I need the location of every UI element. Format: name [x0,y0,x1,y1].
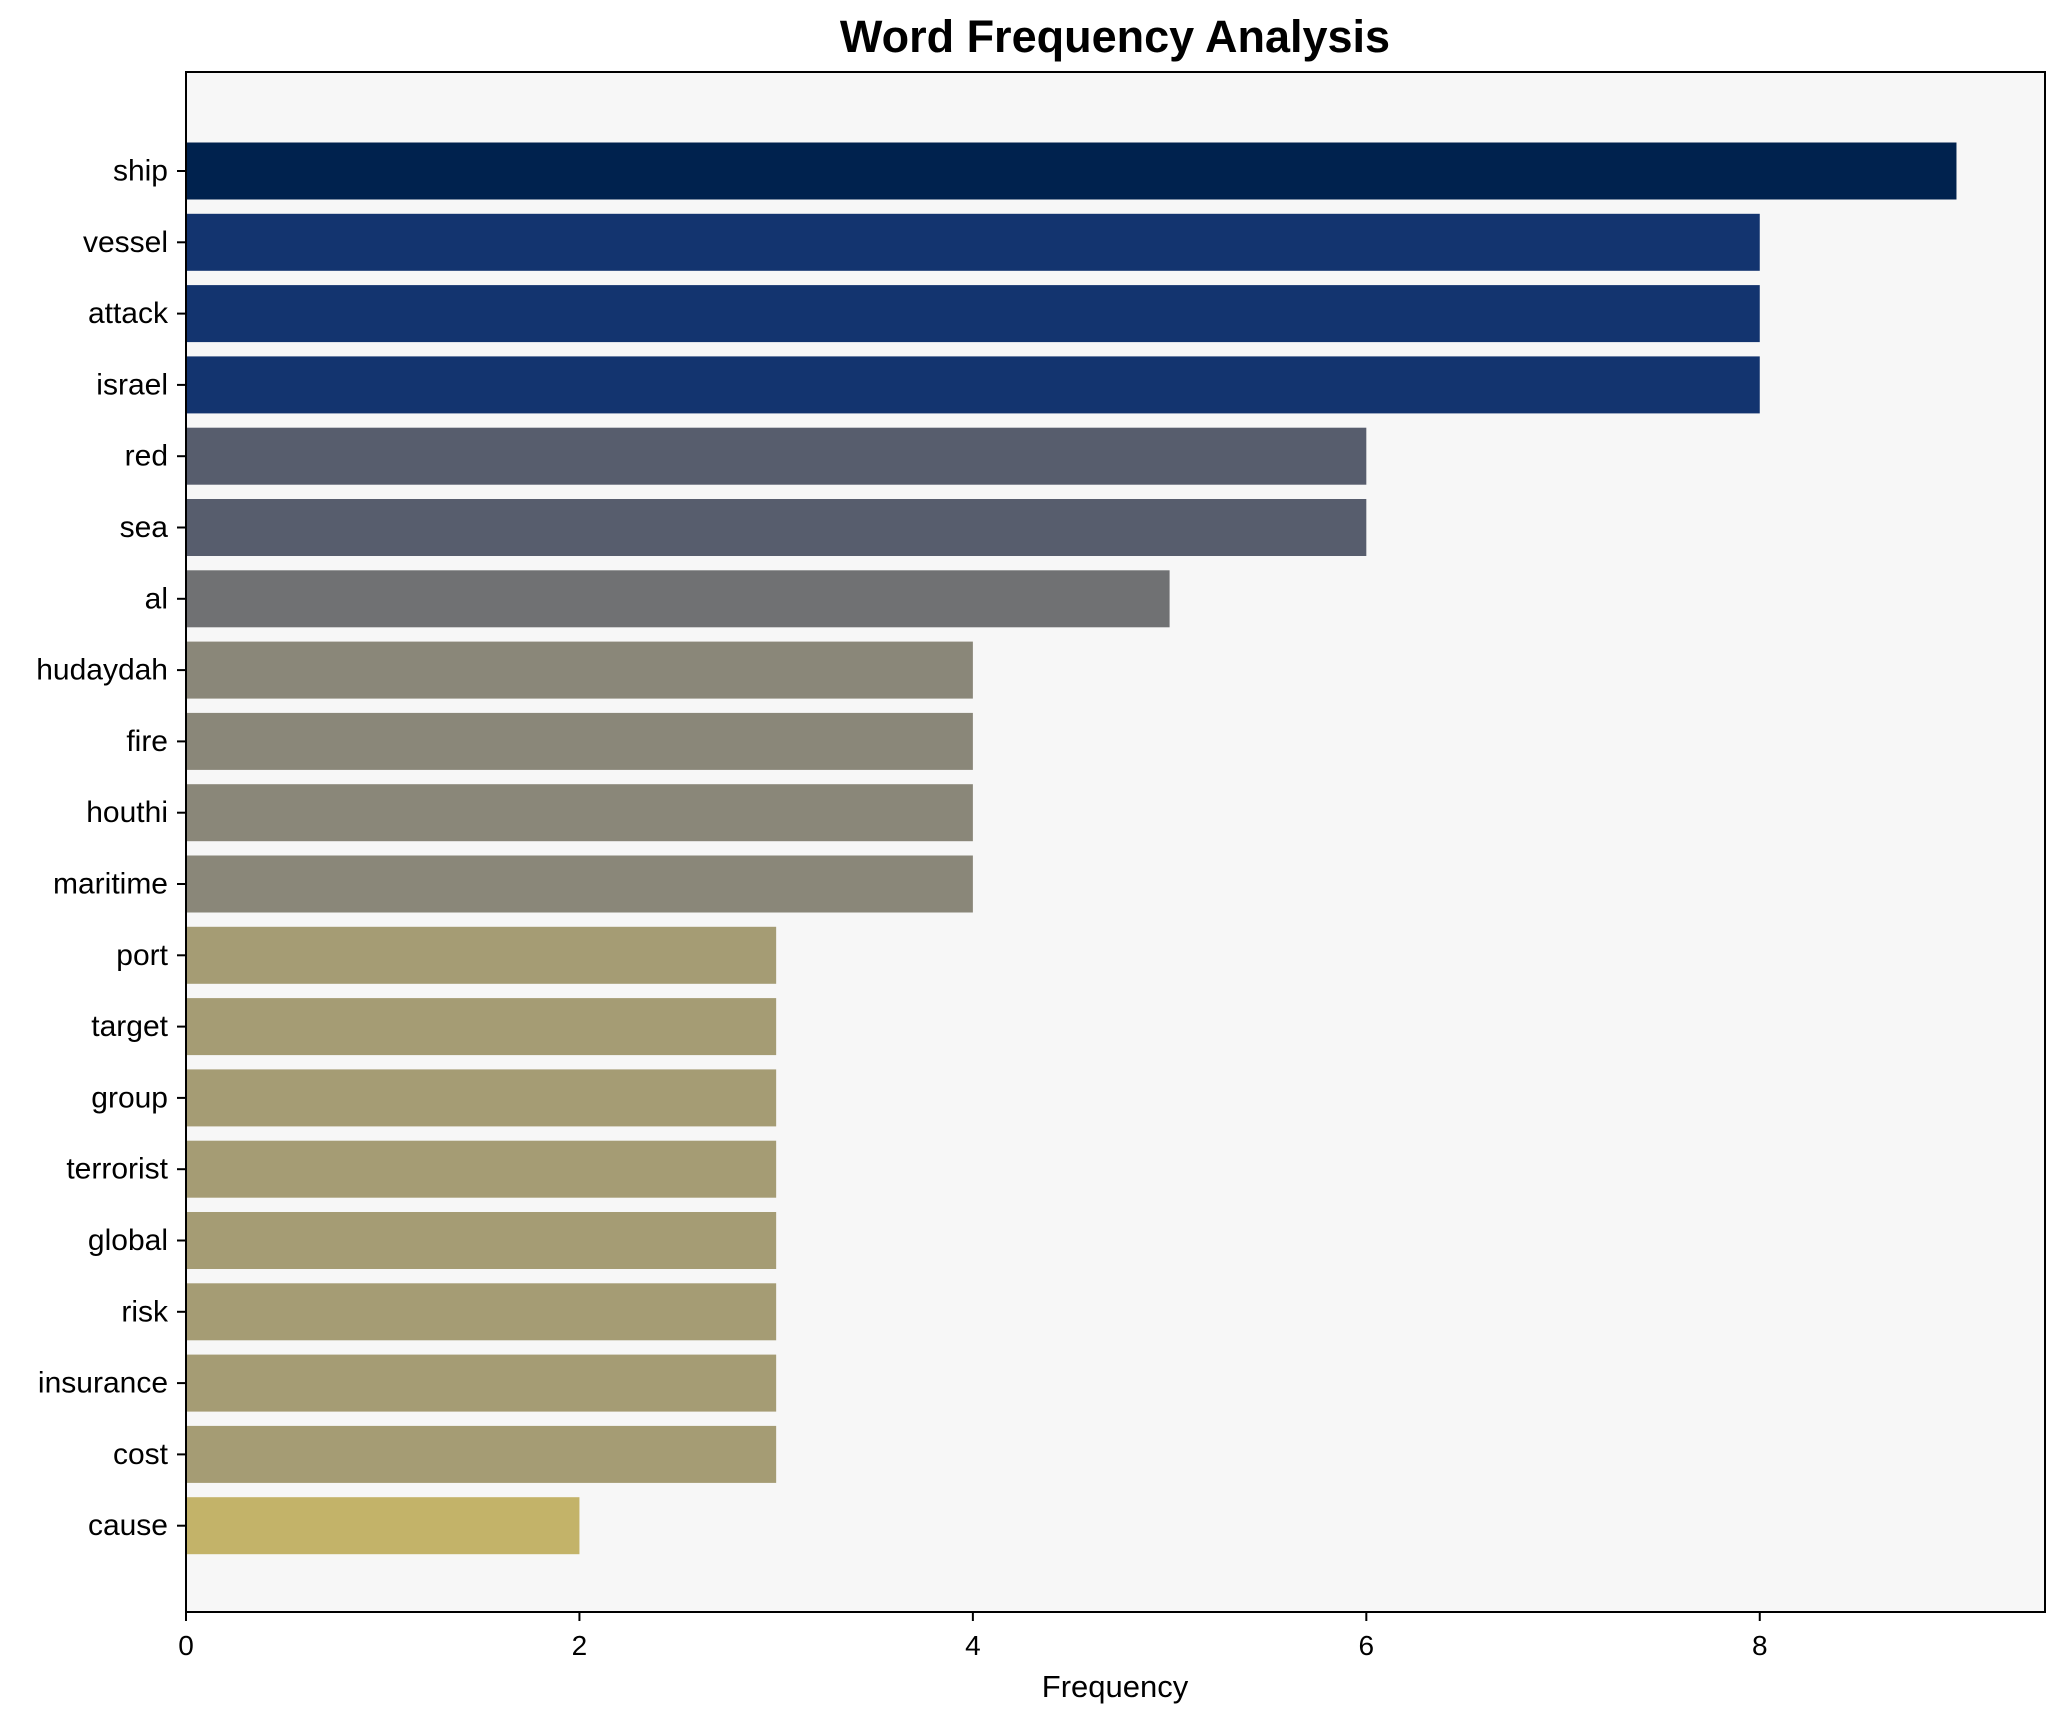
plot-frame [185,71,2046,1613]
x-tick-labels: 0 2 4 6 8 [178,1612,1768,1661]
x-tick-label-0: 0 [178,1630,194,1661]
y-tick-label-attack: attack [88,297,169,330]
x-tick-label-6: 6 [1359,1630,1375,1661]
bar-vessel [186,213,1760,271]
bar-al [186,570,1170,628]
y-tick-label-cost: cost [113,1438,169,1471]
y-tick-label-hudaydah: hudaydah [36,654,168,687]
bar-sea [186,499,1367,556]
y-tick-label-red: red [125,440,168,473]
bar-target [186,998,777,1056]
y-tick-label-port: port [116,939,168,972]
y-tick-label-sea: sea [120,511,169,544]
y-tick-label-group: group [91,1081,168,1114]
x-tick-label-8: 8 [1752,1630,1768,1661]
bars-group [186,142,1957,1555]
y-tick-label-houthi: houthi [86,796,168,829]
bar-group [186,1069,777,1127]
y-tick-label-israel: israel [96,368,168,401]
bar-hudaydah [186,641,973,699]
bar-global [186,1212,777,1269]
bar-cause [186,1497,580,1555]
y-tick-label-insurance: insurance [38,1367,168,1400]
bar-maritime [186,855,973,913]
bar-insurance [186,1354,777,1412]
x-tick-label-2: 2 [572,1630,588,1661]
bar-israel [186,356,1760,414]
x-axis-label: Frequency [1042,1669,1189,1704]
bar-ship [186,142,1957,200]
y-tick-label-al: al [145,582,168,615]
y-tick-label-vessel: vessel [83,226,168,259]
bar-red [186,427,1367,485]
y-tick-label-fire: fire [126,725,168,758]
bar-attack [186,285,1760,343]
bar-cost [186,1425,777,1483]
y-tick-label-global: global [88,1224,168,1257]
y-tick-label-maritime: maritime [53,868,168,901]
y-tick-label-terrorist: terrorist [66,1153,168,1186]
bar-risk [186,1283,777,1341]
bar-houthi [186,784,973,842]
bar-port [186,926,777,984]
bar-terrorist [186,1140,777,1198]
y-tick-labels: ship vessel attack israel red sea al hudaydah fi… [36,155,186,1542]
y-tick-label-risk: risk [121,1295,169,1328]
y-tick-label-ship: ship [113,155,168,188]
y-tick-label-cause: cause [88,1509,168,1542]
chart-title: Word Frequency Analysis [840,11,1390,62]
y-tick-label-target: target [91,1010,168,1043]
bar-fire [186,712,973,770]
x-tick-label-4: 4 [965,1630,981,1661]
